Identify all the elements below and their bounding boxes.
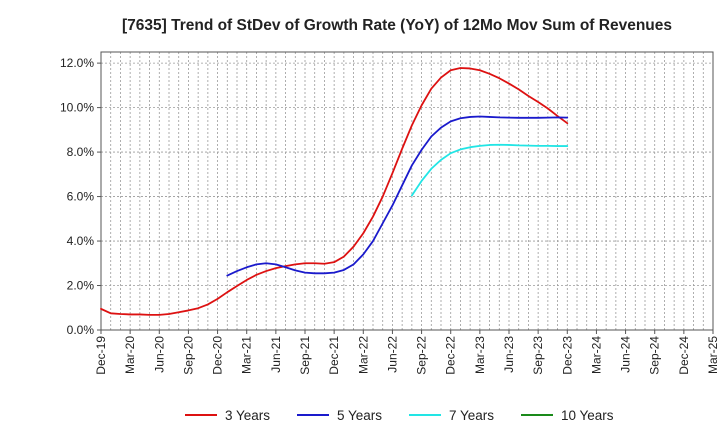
- x-tick-label: Dec-24: [677, 336, 691, 375]
- legend-label-5-years: 5 Years: [337, 408, 382, 423]
- x-tick-label: Sep-20: [181, 336, 195, 375]
- legend-label-7-years: 7 Years: [449, 408, 494, 423]
- x-axis-ticks: Dec-19 Mar-20 Jun-20 Sep-20 Dec-20 Mar-21 Jun-…: [94, 330, 720, 375]
- y-tick-label: 10.0%: [60, 101, 94, 115]
- x-tick-label: Mar-22: [356, 336, 370, 374]
- x-tick-label: Dec-19: [94, 336, 108, 375]
- y-tick-label: 8.0%: [67, 145, 95, 159]
- chart-title: [7635] Trend of StDev of Growth Rate (Yo…: [122, 17, 672, 34]
- x-tick-label: Sep-23: [531, 336, 545, 375]
- plot-frame: [100, 51, 714, 331]
- x-tick-label: Jun-22: [385, 336, 399, 373]
- x-tick-label: Sep-21: [298, 336, 312, 375]
- x-tick-label: Mar-25: [706, 336, 720, 374]
- x-tick-label: Mar-21: [240, 336, 254, 374]
- y-tick-label: 0.0%: [67, 323, 95, 337]
- legend-label-3-years: 3 Years: [225, 408, 270, 423]
- x-tick-label: Mar-20: [123, 336, 137, 374]
- series-line-3-years: [100, 67, 569, 316]
- legend-label-10-years: 10 Years: [561, 408, 614, 423]
- x-tick-label: Dec-22: [444, 336, 458, 375]
- x-tick-label: Mar-23: [473, 336, 487, 374]
- x-tick-label: Dec-20: [211, 336, 225, 375]
- x-tick-label: Sep-22: [415, 336, 429, 375]
- series-line-7-years: [410, 143, 569, 197]
- series-layer: [100, 67, 569, 316]
- y-tick-label: 6.0%: [67, 190, 95, 204]
- x-tick-label: Sep-24: [648, 336, 662, 375]
- x-tick-label: Jun-20: [152, 336, 166, 373]
- y-axis-ticks: 0.0% 2.0% 4.0% 6.0% 8.0% 10.0% 12.0%: [60, 56, 101, 337]
- x-tick-label: Jun-24: [619, 336, 633, 373]
- x-tick-label: Dec-21: [327, 336, 341, 375]
- x-tick-label: Jun-23: [502, 336, 516, 373]
- y-tick-label: 12.0%: [60, 56, 94, 70]
- series-line-5-years: [226, 115, 569, 277]
- x-tick-label: Dec-23: [560, 336, 574, 375]
- legend: 3 Years 5 Years 7 Years 10 Years: [185, 408, 614, 423]
- x-tick-label: Jun-21: [269, 336, 283, 373]
- x-tick-label: Mar-24: [589, 336, 603, 374]
- y-tick-label: 2.0%: [67, 279, 95, 293]
- y-tick-label: 4.0%: [67, 234, 95, 248]
- grid-layer: [101, 52, 713, 330]
